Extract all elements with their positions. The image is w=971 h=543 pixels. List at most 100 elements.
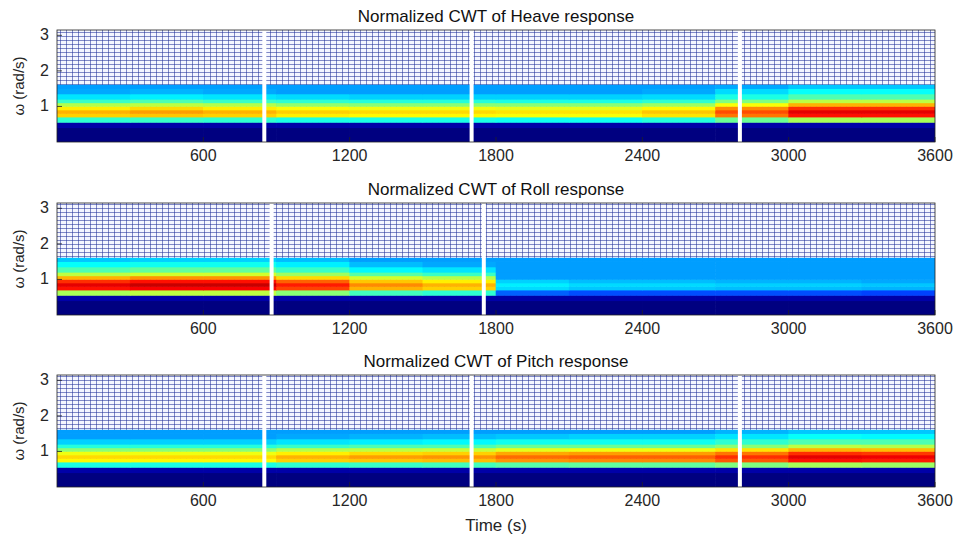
heat-cell — [788, 467, 862, 473]
heat-cell — [862, 113, 935, 117]
heat-cell — [57, 295, 130, 301]
heat-cell — [862, 462, 935, 468]
heat-cell — [496, 110, 570, 114]
heat-cell — [569, 267, 643, 273]
x-tick-label: 1800 — [478, 147, 514, 164]
heat-cell — [715, 110, 789, 114]
heat-cell — [715, 113, 789, 117]
heat-cell — [788, 286, 862, 290]
heat-cell — [130, 122, 204, 128]
y-tick — [57, 380, 62, 381]
heat-cell — [569, 455, 643, 459]
x-tick-label: 600 — [190, 320, 217, 337]
separator-line — [262, 373, 266, 489]
cells — [57, 85, 935, 142]
heat-cell — [57, 117, 130, 123]
heat-cell — [276, 295, 350, 301]
heat-cell — [788, 122, 862, 128]
heat-cell — [276, 462, 350, 468]
heat-cell — [57, 267, 130, 273]
heat-cell — [57, 94, 130, 100]
heat-cell — [57, 85, 130, 89]
y-tick — [57, 70, 62, 71]
y-tick-label: 1 — [40, 97, 49, 114]
heat-cell — [349, 103, 423, 107]
heat-cell — [57, 448, 130, 452]
heat-cell — [349, 472, 423, 487]
heat-cell — [130, 88, 204, 94]
cells — [57, 258, 935, 315]
heat-cell — [349, 462, 423, 468]
plot-frame — [57, 30, 935, 142]
heat-cell — [788, 439, 862, 445]
heat-cell — [57, 451, 130, 455]
heat-cell — [57, 127, 130, 142]
heat-cell — [276, 122, 350, 128]
heat-cell — [276, 455, 350, 459]
heat-cell — [349, 117, 423, 123]
x-tick — [788, 137, 789, 142]
heat-cell — [642, 458, 716, 462]
heat-cell — [496, 94, 570, 100]
x-tick — [496, 482, 497, 487]
heat-cell — [496, 127, 570, 142]
y-tick — [57, 208, 62, 209]
heat-cell — [57, 439, 130, 445]
heat-cell — [788, 103, 862, 107]
heat-cell — [569, 448, 643, 452]
heat-cell — [569, 300, 643, 315]
separator-line — [470, 373, 474, 489]
heat-cell — [349, 106, 423, 110]
heat-cell — [496, 448, 570, 452]
y-axis-title: ω (rad/s) — [10, 229, 27, 288]
heat-cell — [423, 88, 497, 94]
heat-cell — [642, 113, 716, 117]
y-axis-title: ω (rad/s) — [10, 401, 27, 460]
heat-cell — [203, 295, 277, 301]
heat-cell — [423, 85, 497, 89]
heat-cell — [788, 472, 862, 487]
heat-cell — [862, 276, 935, 280]
heat-cell — [57, 272, 130, 276]
x-tick — [203, 310, 204, 315]
heat-cell — [423, 455, 497, 459]
x-tick-label: 3000 — [771, 492, 807, 509]
heat-cell — [130, 290, 204, 296]
x-tick-label: 2400 — [625, 147, 661, 164]
x-tick — [788, 482, 789, 487]
heat-cell — [496, 444, 570, 448]
separator-line — [470, 28, 474, 144]
x-tick — [935, 310, 936, 315]
heat-cell — [862, 286, 935, 290]
heat-cell — [862, 451, 935, 455]
heat-cell — [642, 258, 716, 262]
heat-cell — [788, 455, 862, 459]
heat-cell — [642, 110, 716, 114]
heat-cell — [130, 85, 204, 89]
x-tick-label: 3000 — [771, 320, 807, 337]
heat-cell — [569, 113, 643, 117]
heat-cell — [862, 455, 935, 459]
y-tick-label: 2 — [40, 407, 49, 424]
x-tick — [788, 310, 789, 315]
heat-cell — [276, 127, 350, 142]
heat-cell — [715, 106, 789, 110]
plot-background — [57, 203, 935, 315]
y-tick-label: 3 — [40, 371, 49, 388]
heat-cell — [349, 444, 423, 448]
heat-cell — [130, 110, 204, 114]
y-tick-label: 3 — [40, 199, 49, 216]
heat-cell — [57, 261, 130, 267]
heat-cell — [349, 458, 423, 462]
heat-cell — [569, 451, 643, 455]
heat-cell — [203, 286, 277, 290]
heat-cell — [496, 472, 570, 487]
heat-cell — [642, 85, 716, 89]
heat-cell — [642, 279, 716, 283]
heat-cell — [276, 99, 350, 103]
heat-cell — [496, 117, 570, 123]
heat-cell — [715, 267, 789, 273]
heat-cell — [57, 283, 130, 287]
heat-cell — [349, 261, 423, 267]
y-tick — [57, 243, 62, 244]
